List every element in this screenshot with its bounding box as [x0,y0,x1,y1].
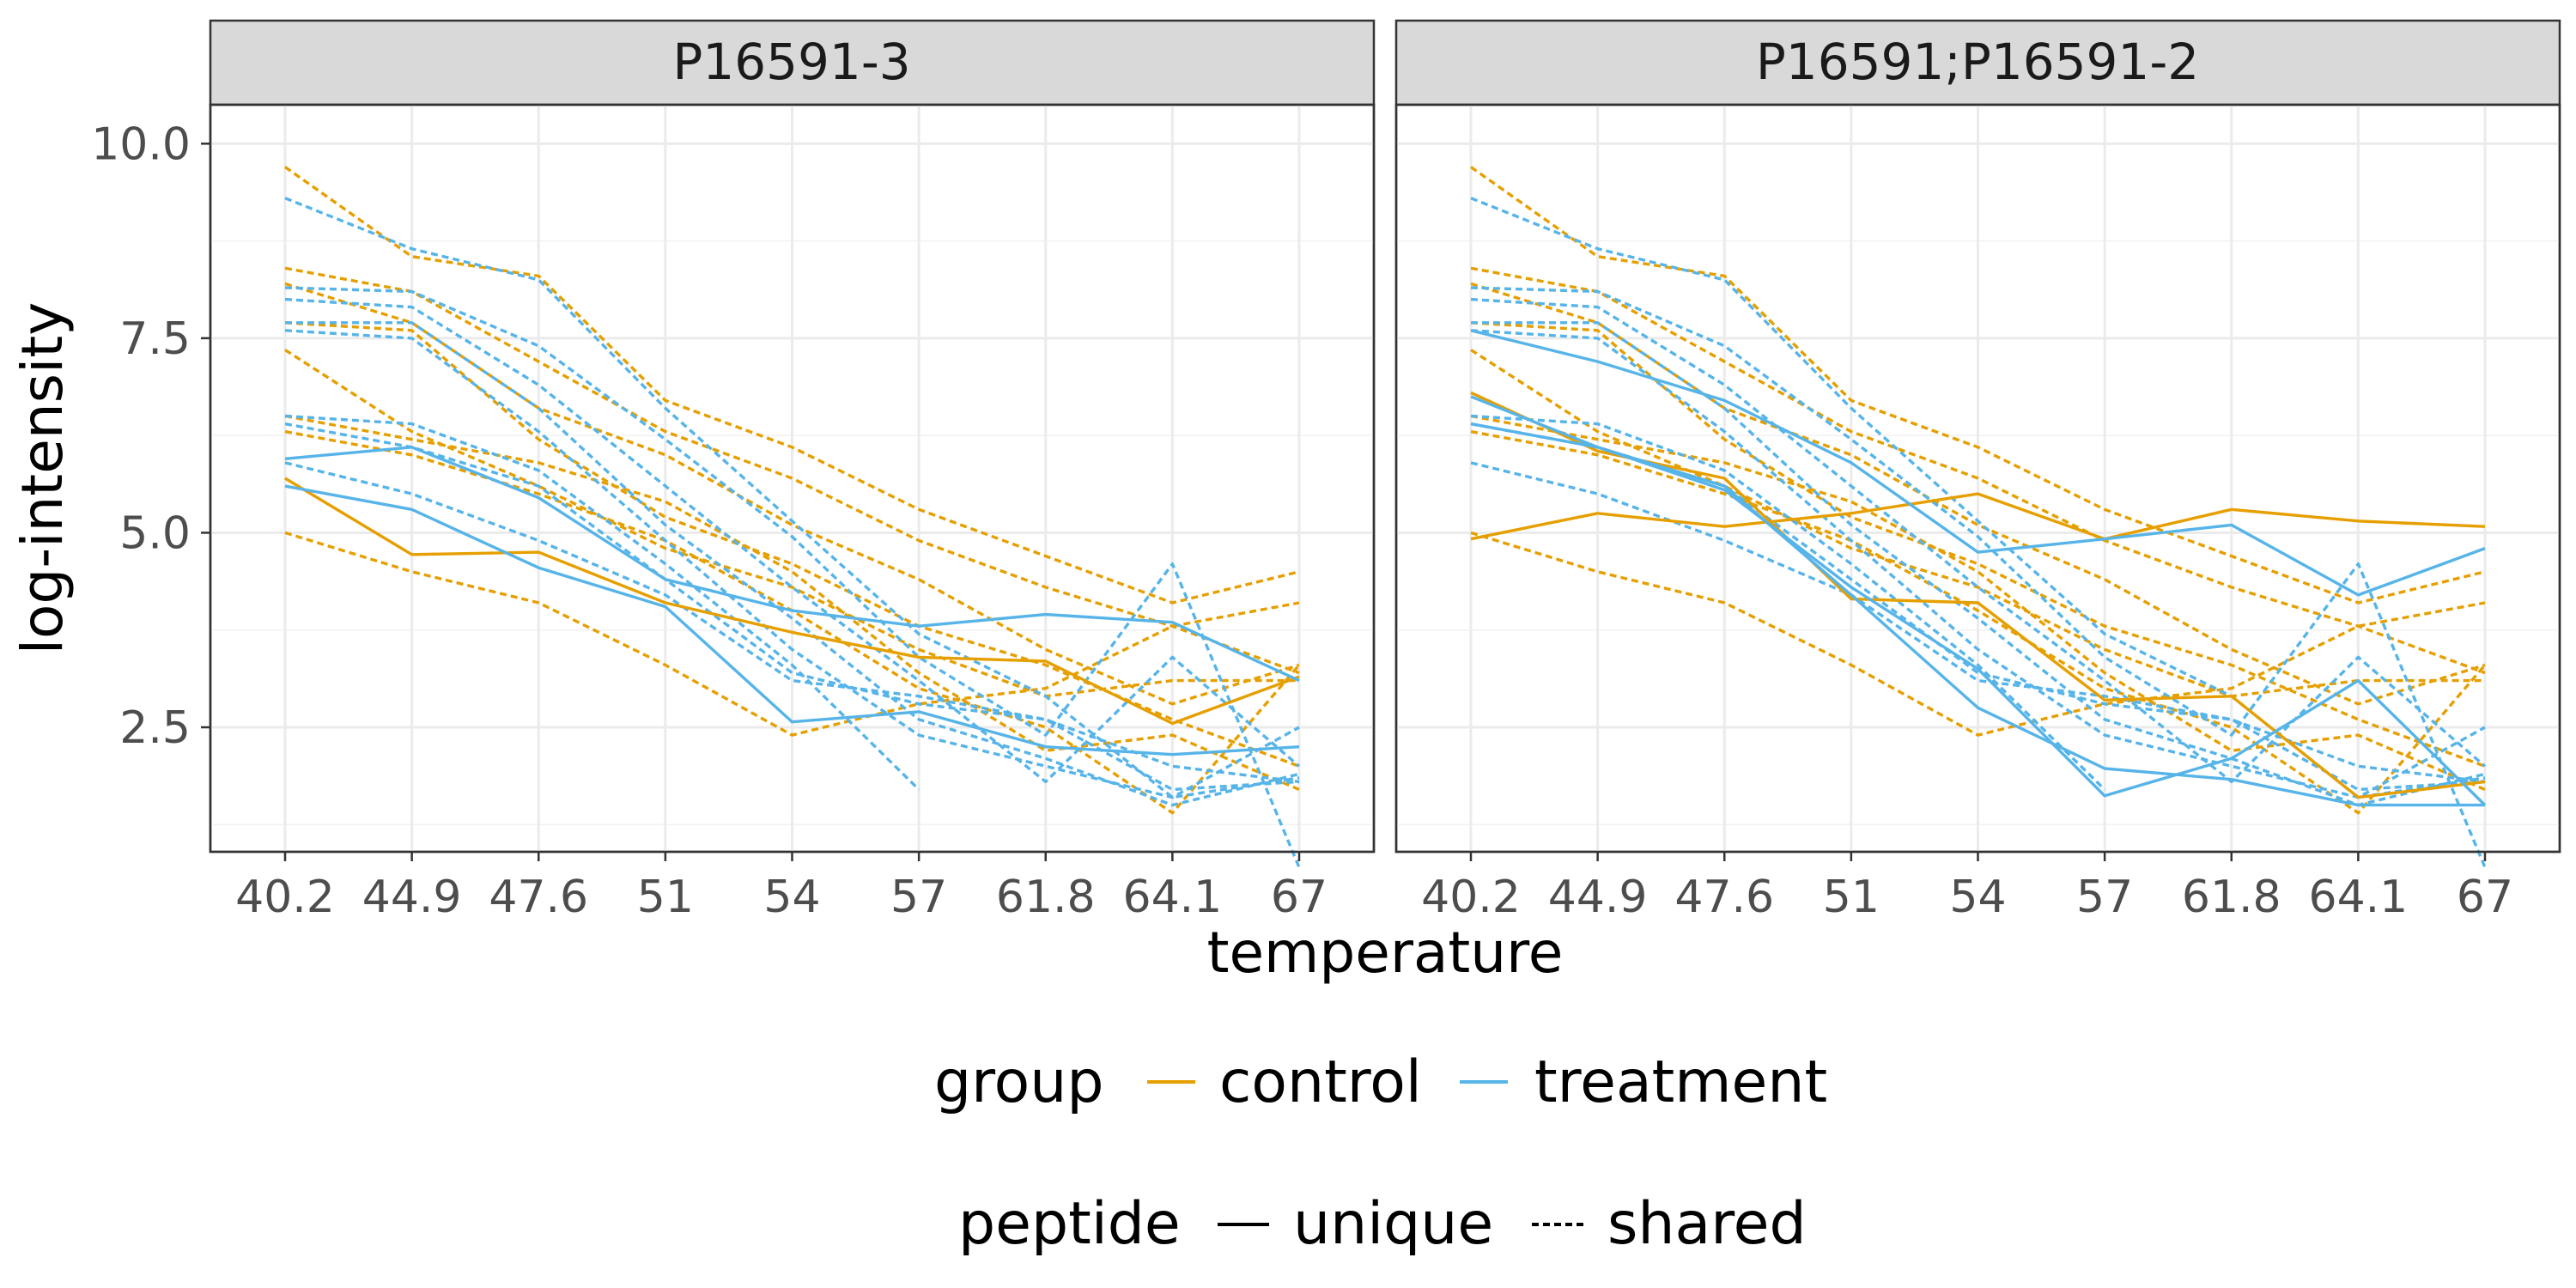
panel-2-control-shared-line-9 [1470,321,2486,768]
panel-1-x-tick-label: 40.2 [235,872,335,923]
panel-2-control-unique-line-1 [1470,492,2486,541]
panel-1-treatment-shared-line-12 [284,197,1300,799]
x-axis-title: temperature [1207,920,1564,986]
panel-2: P16591;P16591-2 [1394,19,2561,868]
panel-1-control-shared-line-11 [284,531,1300,737]
panel-1: P16591-3 [209,19,1376,868]
panel-2-x-axis: 40.2 44.9 47.6 51 54 57 61.8 64.1 67 [1421,852,2513,923]
panel-2-treatment-shared-line-18 [1470,329,2486,799]
panel-1-treatment-shared-line-15 [285,321,1300,807]
panel-2-treatment-shared-line-14 [1470,197,2486,799]
panel-2-control-shared-line-13 [1470,531,2486,737]
panel-2-x-tick-label: 47.6 [1674,872,1774,923]
panel-2-treatment-unique-line-5 [1470,422,2485,807]
y-tick-label: 10.0 [91,118,191,170]
legend-shared-label: shared [1607,1190,1807,1258]
panel-1-x-tick-label: 51 [637,872,694,923]
panel-2-treatment-shared-line-16 [1470,297,2487,784]
panel-2-x-tick-label: 64.1 [2308,872,2408,923]
panel-2-x-tick-label: 51 [1823,872,1880,923]
panel-1-control-shared-line-4 [284,166,1300,605]
panel-2-treatment-shared-line-19 [1470,414,2106,791]
panel-1-x-tick-label: 64.1 [1122,872,1222,923]
panel-1-strip [209,19,1376,106]
legend-group-title: group [934,1048,1104,1116]
panel-2-x-tick-label: 61.8 [2182,872,2281,923]
panel-1-x-tick-label: 57 [890,872,947,923]
y-tick-label: 2.5 [119,702,191,754]
panel-1-treatment-shared-line-18 [284,422,1300,792]
panel-2-control-shared-line-11 [1470,414,2486,792]
panel-1-x-tick-label: 44.9 [362,872,462,923]
panel-1-control-shared-line-9 [284,414,1300,792]
panel-2-series [1470,166,2487,868]
panel-1-x-tick-label: 54 [763,872,820,923]
panel-2-x-tick-label: 67 [2457,872,2513,923]
panel-2-treatment-shared-line-15 [1470,286,2487,868]
panel-2-control-shared-line-6 [1470,166,2486,605]
legend-unique-label: unique [1293,1190,1493,1258]
panel-1-x-axis: 40.2 44.9 47.6 51 54 57 61.8 64.1 67 [235,852,1327,923]
panel-2-treatment-unique-line-3 [1470,329,2486,597]
legend-peptide: peptide unique shared [958,1190,1807,1258]
legend-treatment-label: treatment [1534,1048,1827,1116]
panel-2-treatment-shared-line-17 [1471,321,2486,807]
legend-peptide-title: peptide [958,1190,1181,1258]
panel-1-treatment-shared-line-14 [284,297,1301,784]
panel-1-treatment-unique-line-3 [284,446,1300,683]
panel-1-x-tick-label: 67 [1271,872,1327,923]
panel-2-strip [1394,19,2561,106]
panel-1-treatment-shared-line-13 [284,286,1301,868]
panel-2-x-tick-label: 40.2 [1421,872,1521,923]
panel-1-control-shared-line-5 [284,266,1300,675]
panel-1-treatment-unique-line-2 [284,484,1300,756]
panel-1-x-tick-label: 61.8 [996,872,1096,923]
panel-2-x-tick-label: 57 [2076,872,2133,923]
panel-2-control-shared-line-7 [1470,266,2486,675]
y-axis: 2.5 5.0 7.5 10.0 [91,118,210,754]
y-axis-title: log-intensity [9,302,76,655]
panel-1-treatment-shared-line-16 [284,329,1300,799]
panel-1-strip-label: P16591-3 [672,33,910,91]
panel-1-series [284,166,1301,868]
panel-1-x-tick-label: 47.6 [489,872,588,923]
panel-2-control-shared-line-8 [1470,282,2486,706]
panel-1-control-shared-line-6 [284,282,1300,706]
panel-2-control-shared-line-12 [1470,429,2487,815]
panel-1-control-shared-line-8 [284,349,1299,698]
legend-group: group control treatment [934,1048,1827,1116]
y-tick-label: 5.0 [119,507,191,559]
panel-2-x-tick-label: 44.9 [1548,872,1648,923]
y-tick-label: 7.5 [119,313,191,365]
panel-2-control-shared-line-10 [1470,349,2485,698]
panel-1-treatment-shared-line-17 [284,414,920,791]
panel-1-gridlines [210,105,1374,852]
legend-control-label: control [1219,1048,1422,1116]
panel-2-x-tick-label: 54 [1949,872,2006,923]
panel-1-control-unique-line-1 [284,477,1300,726]
panel-2-strip-label: P16591;P16591-2 [1756,33,2199,91]
